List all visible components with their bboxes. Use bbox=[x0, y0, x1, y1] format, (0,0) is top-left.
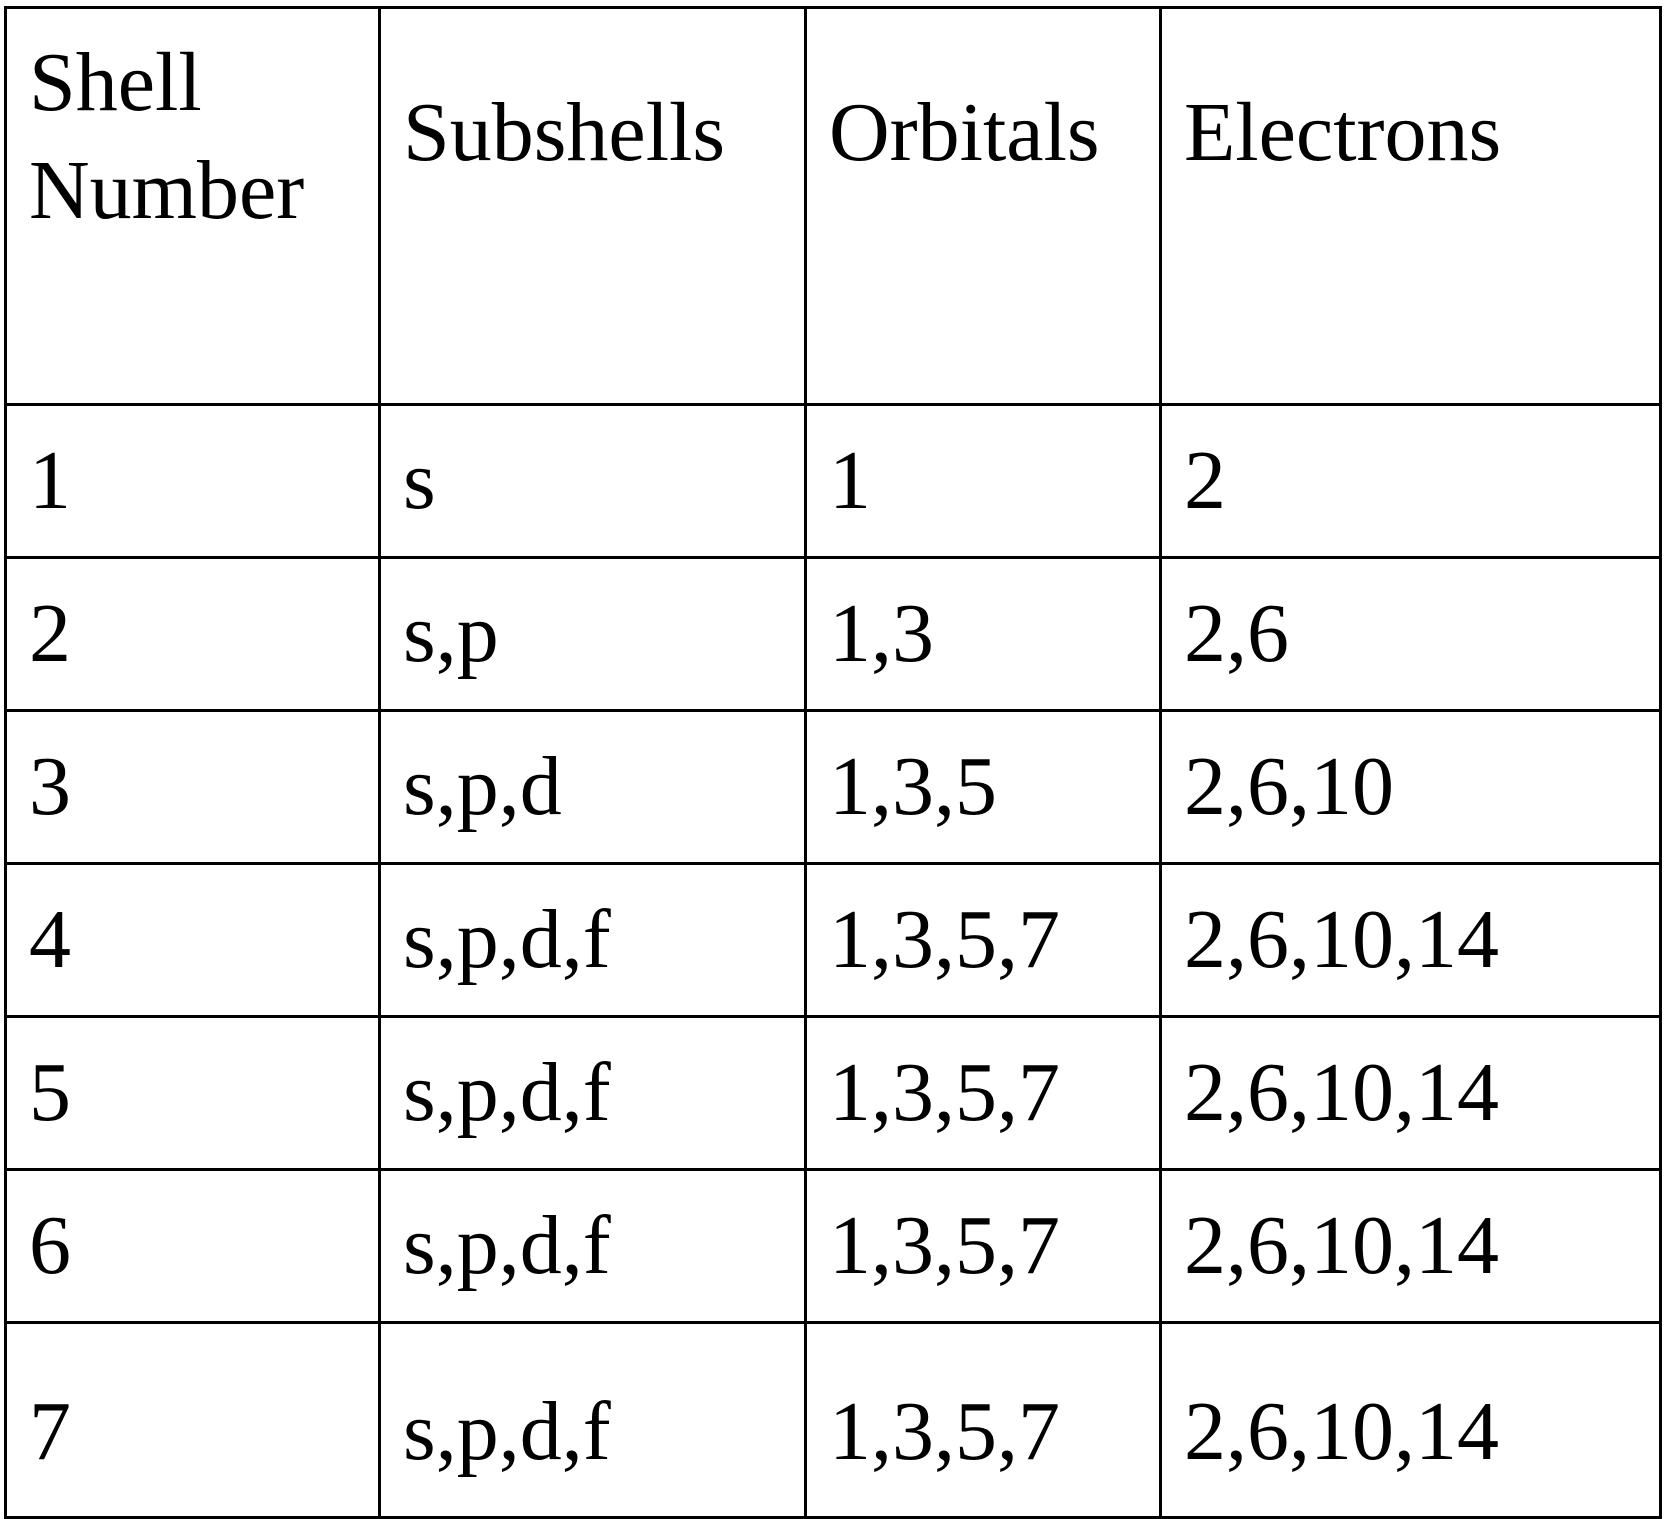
cell-shell-number: 7 bbox=[4, 1321, 381, 1519]
table-row: 5 s,p,d,f 1,3,5,7 2,6,10,14 bbox=[4, 1015, 1662, 1171]
header-shell-number: Shell Number bbox=[4, 6, 381, 406]
cell-subshells: s,p,d,f bbox=[378, 862, 807, 1018]
cell-subshells: s,p,d,f bbox=[378, 1168, 807, 1324]
cell-orbitals: 1 bbox=[804, 403, 1162, 559]
cell-orbitals: 1,3,5,7 bbox=[804, 862, 1162, 1018]
cell-electrons: 2,6,10,14 bbox=[1159, 1015, 1662, 1171]
table-row: 6 s,p,d,f 1,3,5,7 2,6,10,14 bbox=[4, 1168, 1662, 1324]
header-electrons: Electrons bbox=[1159, 6, 1662, 406]
cell-shell-number: 4 bbox=[4, 862, 381, 1018]
table-row: 4 s,p,d,f 1,3,5,7 2,6,10,14 bbox=[4, 862, 1662, 1018]
cell-subshells: s,p,d,f bbox=[378, 1015, 807, 1171]
cell-subshells: s bbox=[378, 403, 807, 559]
table-header-row: Shell Number Subshells Orbitals Electron… bbox=[4, 6, 1662, 406]
header-shell-number-line-2: Number bbox=[29, 143, 305, 237]
cell-orbitals: 1,3 bbox=[804, 556, 1162, 712]
cell-orbitals: 1,3,5 bbox=[804, 709, 1162, 865]
cell-shell-number: 3 bbox=[4, 709, 381, 865]
header-orbitals: Orbitals bbox=[804, 6, 1162, 406]
table-row: 2 s,p 1,3 2,6 bbox=[4, 556, 1662, 712]
table-row: 1 s 1 2 bbox=[4, 403, 1662, 559]
cell-shell-number: 2 bbox=[4, 556, 381, 712]
cell-electrons: 2 bbox=[1159, 403, 1662, 559]
cell-electrons: 2,6,10,14 bbox=[1159, 862, 1662, 1018]
cell-electrons: 2,6,10 bbox=[1159, 709, 1662, 865]
cell-orbitals: 1,3,5,7 bbox=[804, 1321, 1162, 1519]
cell-electrons: 2,6 bbox=[1159, 556, 1662, 712]
shell-table: Shell Number Subshells Orbitals Electron… bbox=[4, 6, 1662, 1519]
cell-electrons: 2,6,10,14 bbox=[1159, 1168, 1662, 1324]
cell-shell-number: 5 bbox=[4, 1015, 381, 1171]
cell-shell-number: 1 bbox=[4, 403, 381, 559]
table-row: 7 s,p,d,f 1,3,5,7 2,6,10,14 bbox=[4, 1321, 1662, 1519]
header-subshells: Subshells bbox=[378, 6, 807, 406]
cell-orbitals: 1,3,5,7 bbox=[804, 1168, 1162, 1324]
cell-orbitals: 1,3,5,7 bbox=[804, 1015, 1162, 1171]
cell-electrons: 2,6,10,14 bbox=[1159, 1321, 1662, 1519]
cell-subshells: s,p,d bbox=[378, 709, 807, 865]
cell-subshells: s,p bbox=[378, 556, 807, 712]
table-row: 3 s,p,d 1,3,5 2,6,10 bbox=[4, 709, 1662, 865]
cell-shell-number: 6 bbox=[4, 1168, 381, 1324]
cell-subshells: s,p,d,f bbox=[378, 1321, 807, 1519]
header-shell-number-line-1: Shell bbox=[29, 36, 202, 129]
